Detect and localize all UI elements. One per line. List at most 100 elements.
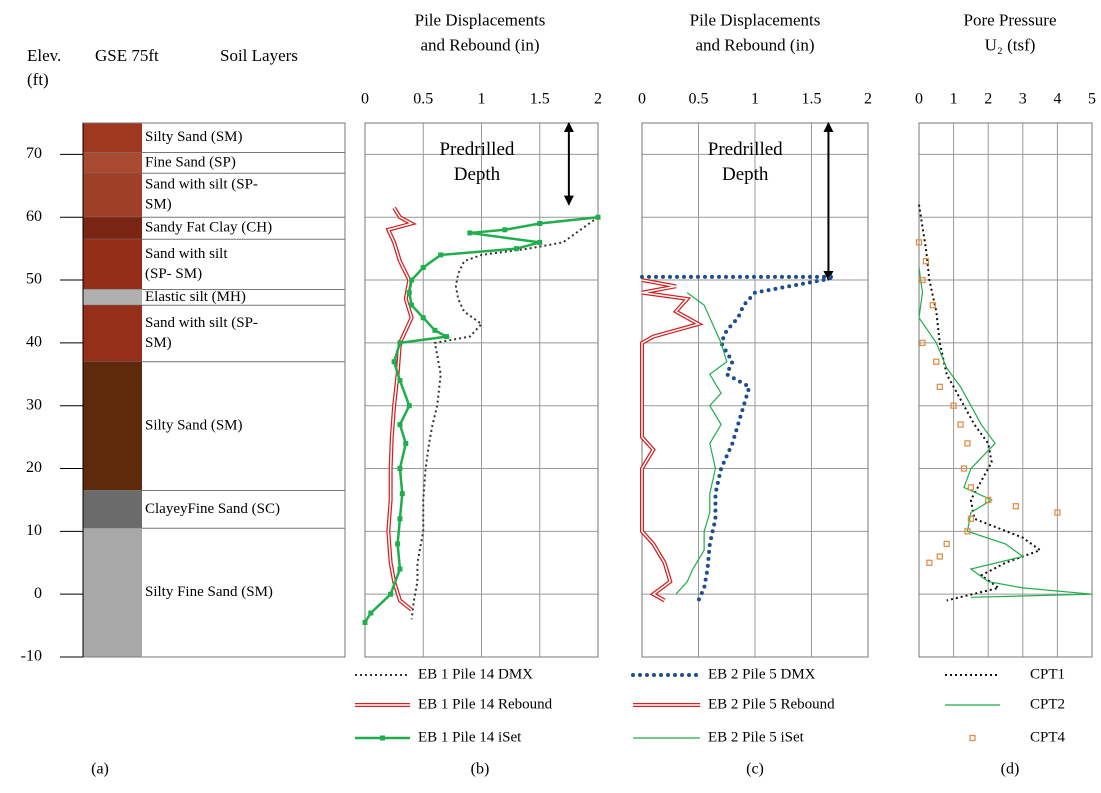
text-line: Sand with silt [145,246,228,262]
marker [537,221,543,227]
text-line: Silty Sand (SM) [145,418,243,434]
series-line [675,292,728,595]
marker [362,619,368,625]
marker [397,378,403,384]
series-line-inner [641,279,701,602]
marker [467,230,473,236]
soil-layer [83,490,142,529]
marker [957,421,964,428]
marker [922,258,930,265]
soil-layer [83,217,142,240]
text-line: Sand with silt (SP- [145,177,258,193]
soil-layer [83,123,142,153]
marker [985,496,992,504]
text-line: Elastic silt (MH) [145,289,246,305]
y-tick-label: 20 [26,459,42,476]
x-tick-label: 2 [984,91,992,108]
text-line: Silty Sand (SM) [145,129,243,145]
text-line: Depth [722,164,769,185]
legend-label: EB 2 Pile 5 Rebound [708,696,835,712]
marker [933,358,940,365]
caption: (c) [746,761,764,778]
marker [438,252,444,258]
y-tick-label: 70 [26,145,42,162]
soil-layer [83,361,142,491]
legend-label: CPT4 [1030,729,1066,745]
y-tick-label: 30 [26,396,42,413]
soil-layer [83,305,142,362]
marker [969,734,976,742]
caption: (b) [471,761,490,778]
marker [960,465,968,472]
text-line: Fine Sand (SP) [145,154,236,170]
soil-layer [83,239,142,290]
y-tick-label: 0 [34,585,42,602]
marker [926,559,933,566]
marker [432,327,438,333]
text-line: U₂ (tsf) [985,35,1036,54]
x-tick-label: 2 [864,91,872,108]
x-tick-label: 3 [1019,91,1027,108]
x-tick-label: 0 [638,91,646,108]
marker [967,484,975,491]
marker [397,340,403,346]
x-tick-label: 4 [1053,91,1061,108]
text-line: SM) [145,335,172,351]
legend-label: EB 1 Pile 14 Rebound [418,696,553,712]
series-line [640,278,704,603]
soil-layer [83,152,142,174]
y-tick-label: 40 [26,334,42,351]
marker [964,528,971,535]
x-tick-label: 0 [915,91,923,108]
x-tick-label: 2 [594,91,602,108]
x-tick-label: 1 [478,91,486,108]
marker [1012,503,1020,510]
marker [537,239,543,245]
marker [397,566,403,572]
marker [967,515,975,522]
marker [1054,509,1061,516]
legend-label: EB 2 Pile 5 iSet [708,729,805,745]
marker [420,264,426,270]
text-line: and Rebound (in) [421,35,540,54]
text-line: and Rebound (in) [696,35,815,54]
caption: (a) [91,761,109,778]
plot-frame [918,122,1093,658]
marker [397,422,403,428]
legend-label: EB 1 Pile 14 DMX [418,666,533,682]
soil-layer [83,173,142,218]
marker [513,246,519,252]
y-tick-label: -10 [21,648,42,665]
x-tick-label: 0.5 [689,91,709,108]
y-tick-label: 10 [26,522,42,539]
marker [409,302,415,308]
series-line [918,267,1093,598]
marker [397,466,403,472]
series-line [363,215,599,624]
text-line: Pile Displacements [415,10,546,29]
marker [409,277,415,283]
marker [403,440,409,446]
text-line: ClayeyFine Sand (SC) [145,501,280,517]
legend-label: EB 2 Pile 5 DMX [708,666,816,682]
x-tick-label: 0.5 [413,91,433,108]
x-tick-label: 1.5 [802,91,822,108]
caption: (d) [1001,761,1020,778]
series-line [918,204,1043,602]
marker [388,591,394,597]
marker [397,516,403,522]
text-line: Sandy Fat Clay (CH) [145,220,272,236]
text-line: Predrilled [708,139,783,160]
legend-label: CPT1 [1030,666,1065,682]
y-tick-label: 50 [26,271,42,288]
marker [380,735,385,741]
marker [919,339,926,347]
marker [936,553,943,560]
marker [964,440,971,447]
x-tick-label: 1 [950,91,958,108]
text-line: (SP- SM) [145,266,202,282]
marker [502,227,508,233]
text-line: (ft) [27,70,49,89]
marker [915,239,923,246]
legend-label: EB 1 Pile 14 iSet [418,729,522,745]
